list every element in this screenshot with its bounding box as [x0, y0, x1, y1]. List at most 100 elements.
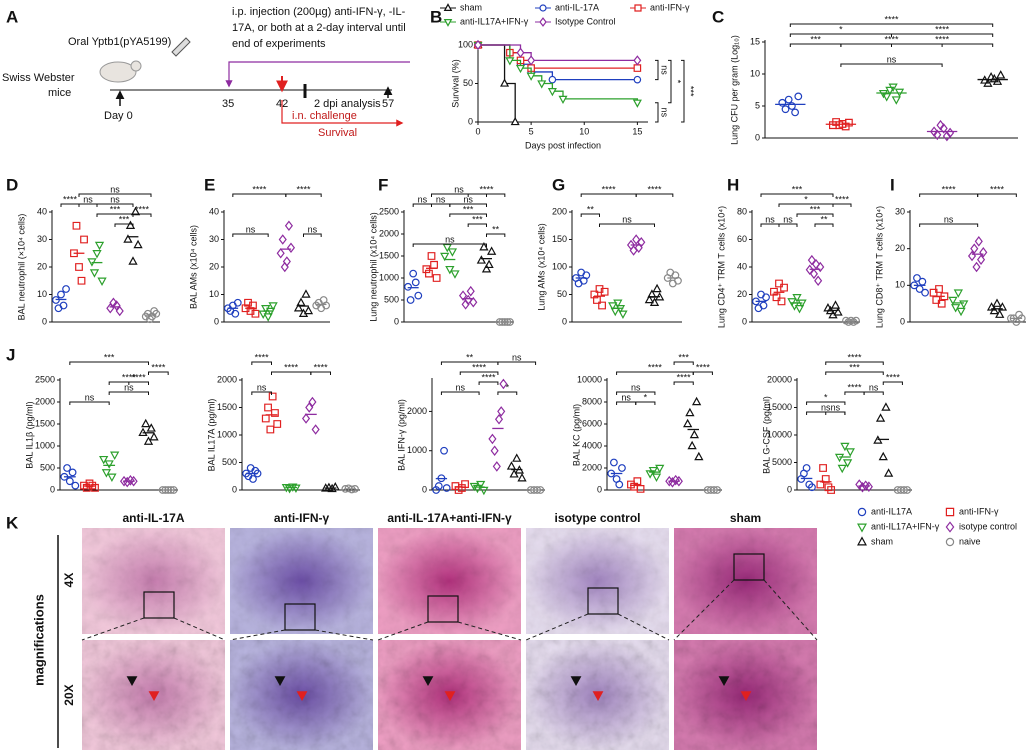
significance: ns: [622, 214, 632, 224]
survival-point: [505, 57, 515, 66]
significance: ***: [792, 184, 803, 194]
bracket: [599, 223, 655, 227]
data-point: [989, 305, 999, 315]
data-point: [308, 396, 317, 408]
significance: ***: [810, 34, 821, 44]
data-point: [687, 440, 697, 450]
data-point: [251, 309, 260, 318]
y-tick-label: 0: [214, 316, 219, 326]
bracket: [635, 401, 656, 405]
significance: *: [673, 80, 683, 84]
y-tick-label: 5: [755, 100, 760, 110]
bracket: [251, 391, 272, 395]
y-axis-label: Lung CFU per gram (Log₁₀): [729, 35, 739, 145]
data-point: [802, 464, 811, 472]
data-point: [610, 307, 620, 317]
data-point: [427, 252, 436, 260]
significance: **: [820, 214, 828, 224]
data-point: [88, 481, 97, 490]
y-tick-label: 2000: [582, 462, 602, 472]
arrowhead: [592, 691, 604, 702]
bracket: [789, 43, 842, 47]
y-tick-label: 200: [552, 206, 567, 216]
data-point: [432, 274, 441, 282]
bracket: [825, 371, 884, 375]
significance: ****: [942, 184, 957, 194]
bracket: [310, 371, 331, 375]
data-point: [68, 468, 77, 477]
legend-label: naive: [959, 536, 981, 546]
data-point: [882, 93, 892, 102]
data-point: [655, 464, 665, 474]
data-point: [85, 479, 94, 488]
bracket: [616, 391, 656, 395]
bracket: [232, 193, 287, 197]
data-point: [878, 451, 888, 461]
data-point: [89, 269, 100, 278]
y-tick-label: 0: [50, 484, 55, 494]
data-point: [94, 241, 105, 251]
legend-label: sham: [871, 536, 893, 546]
data-point: [598, 301, 606, 310]
data-point: [282, 256, 291, 267]
data-point: [244, 298, 252, 307]
bracket: [78, 203, 98, 207]
data-point: [75, 263, 83, 271]
data-point: [499, 378, 508, 390]
step-line: [478, 44, 638, 81]
significance: ns: [436, 194, 446, 204]
data-point: [104, 460, 114, 469]
y-tick-label: 10: [209, 289, 219, 299]
step-line: [478, 44, 638, 62]
data-point: [618, 310, 628, 319]
y-axis-label: BAL IL1β (pg/ml): [24, 401, 34, 468]
y-tick-label: 15000: [767, 402, 792, 412]
significance: ns: [463, 194, 473, 204]
column-title: anti-IFN-γ: [274, 511, 330, 525]
y-tick-label: 100: [552, 261, 567, 271]
panel-label: F: [378, 175, 388, 194]
y-tick-label: 10000: [577, 374, 602, 384]
column-title: sham: [730, 511, 761, 525]
legend-marker: [945, 537, 955, 547]
y-tick-label: 6000: [582, 418, 602, 428]
arrowhead: [126, 676, 138, 687]
data-point: [632, 234, 641, 245]
bracket: [825, 361, 884, 365]
y-tick-label: 2000: [407, 406, 427, 416]
data-point: [762, 293, 770, 302]
data-point: [59, 301, 68, 310]
bracket: [459, 371, 499, 375]
legend-label: anti-IFN-γ: [959, 506, 999, 516]
bracket: [497, 391, 518, 395]
axis: [796, 378, 912, 491]
data-point: [484, 259, 494, 269]
data-point: [648, 466, 658, 476]
y-tick-label: 80: [737, 206, 747, 216]
significance: **: [492, 224, 500, 234]
bracket: [882, 381, 903, 385]
data-point: [689, 429, 700, 439]
bracket: [486, 233, 506, 237]
bracket: [412, 243, 487, 247]
survival-point: [633, 75, 642, 84]
mouse-head: [130, 60, 142, 72]
data-point: [644, 294, 655, 304]
bracket: [796, 213, 834, 217]
schematic: A Oral Yptb1(pYA5199) Swiss Webster mice…: [2, 6, 410, 139]
significance: ns: [944, 214, 954, 224]
data-point: [63, 464, 71, 472]
significance: ***: [678, 352, 689, 362]
data-point: [273, 420, 282, 428]
bracket: [148, 371, 169, 375]
significance: ****: [255, 352, 270, 362]
y-axis-label: BAL AMs (x10⁴ cells): [188, 225, 198, 309]
data-point: [430, 260, 438, 269]
significance: ns: [454, 184, 464, 194]
significance: ****: [252, 184, 267, 194]
significance: ns: [831, 402, 841, 412]
bracket: [114, 223, 134, 227]
survival-point: [632, 99, 642, 108]
zoom-lines: [81, 617, 226, 641]
data-point: [974, 236, 983, 247]
